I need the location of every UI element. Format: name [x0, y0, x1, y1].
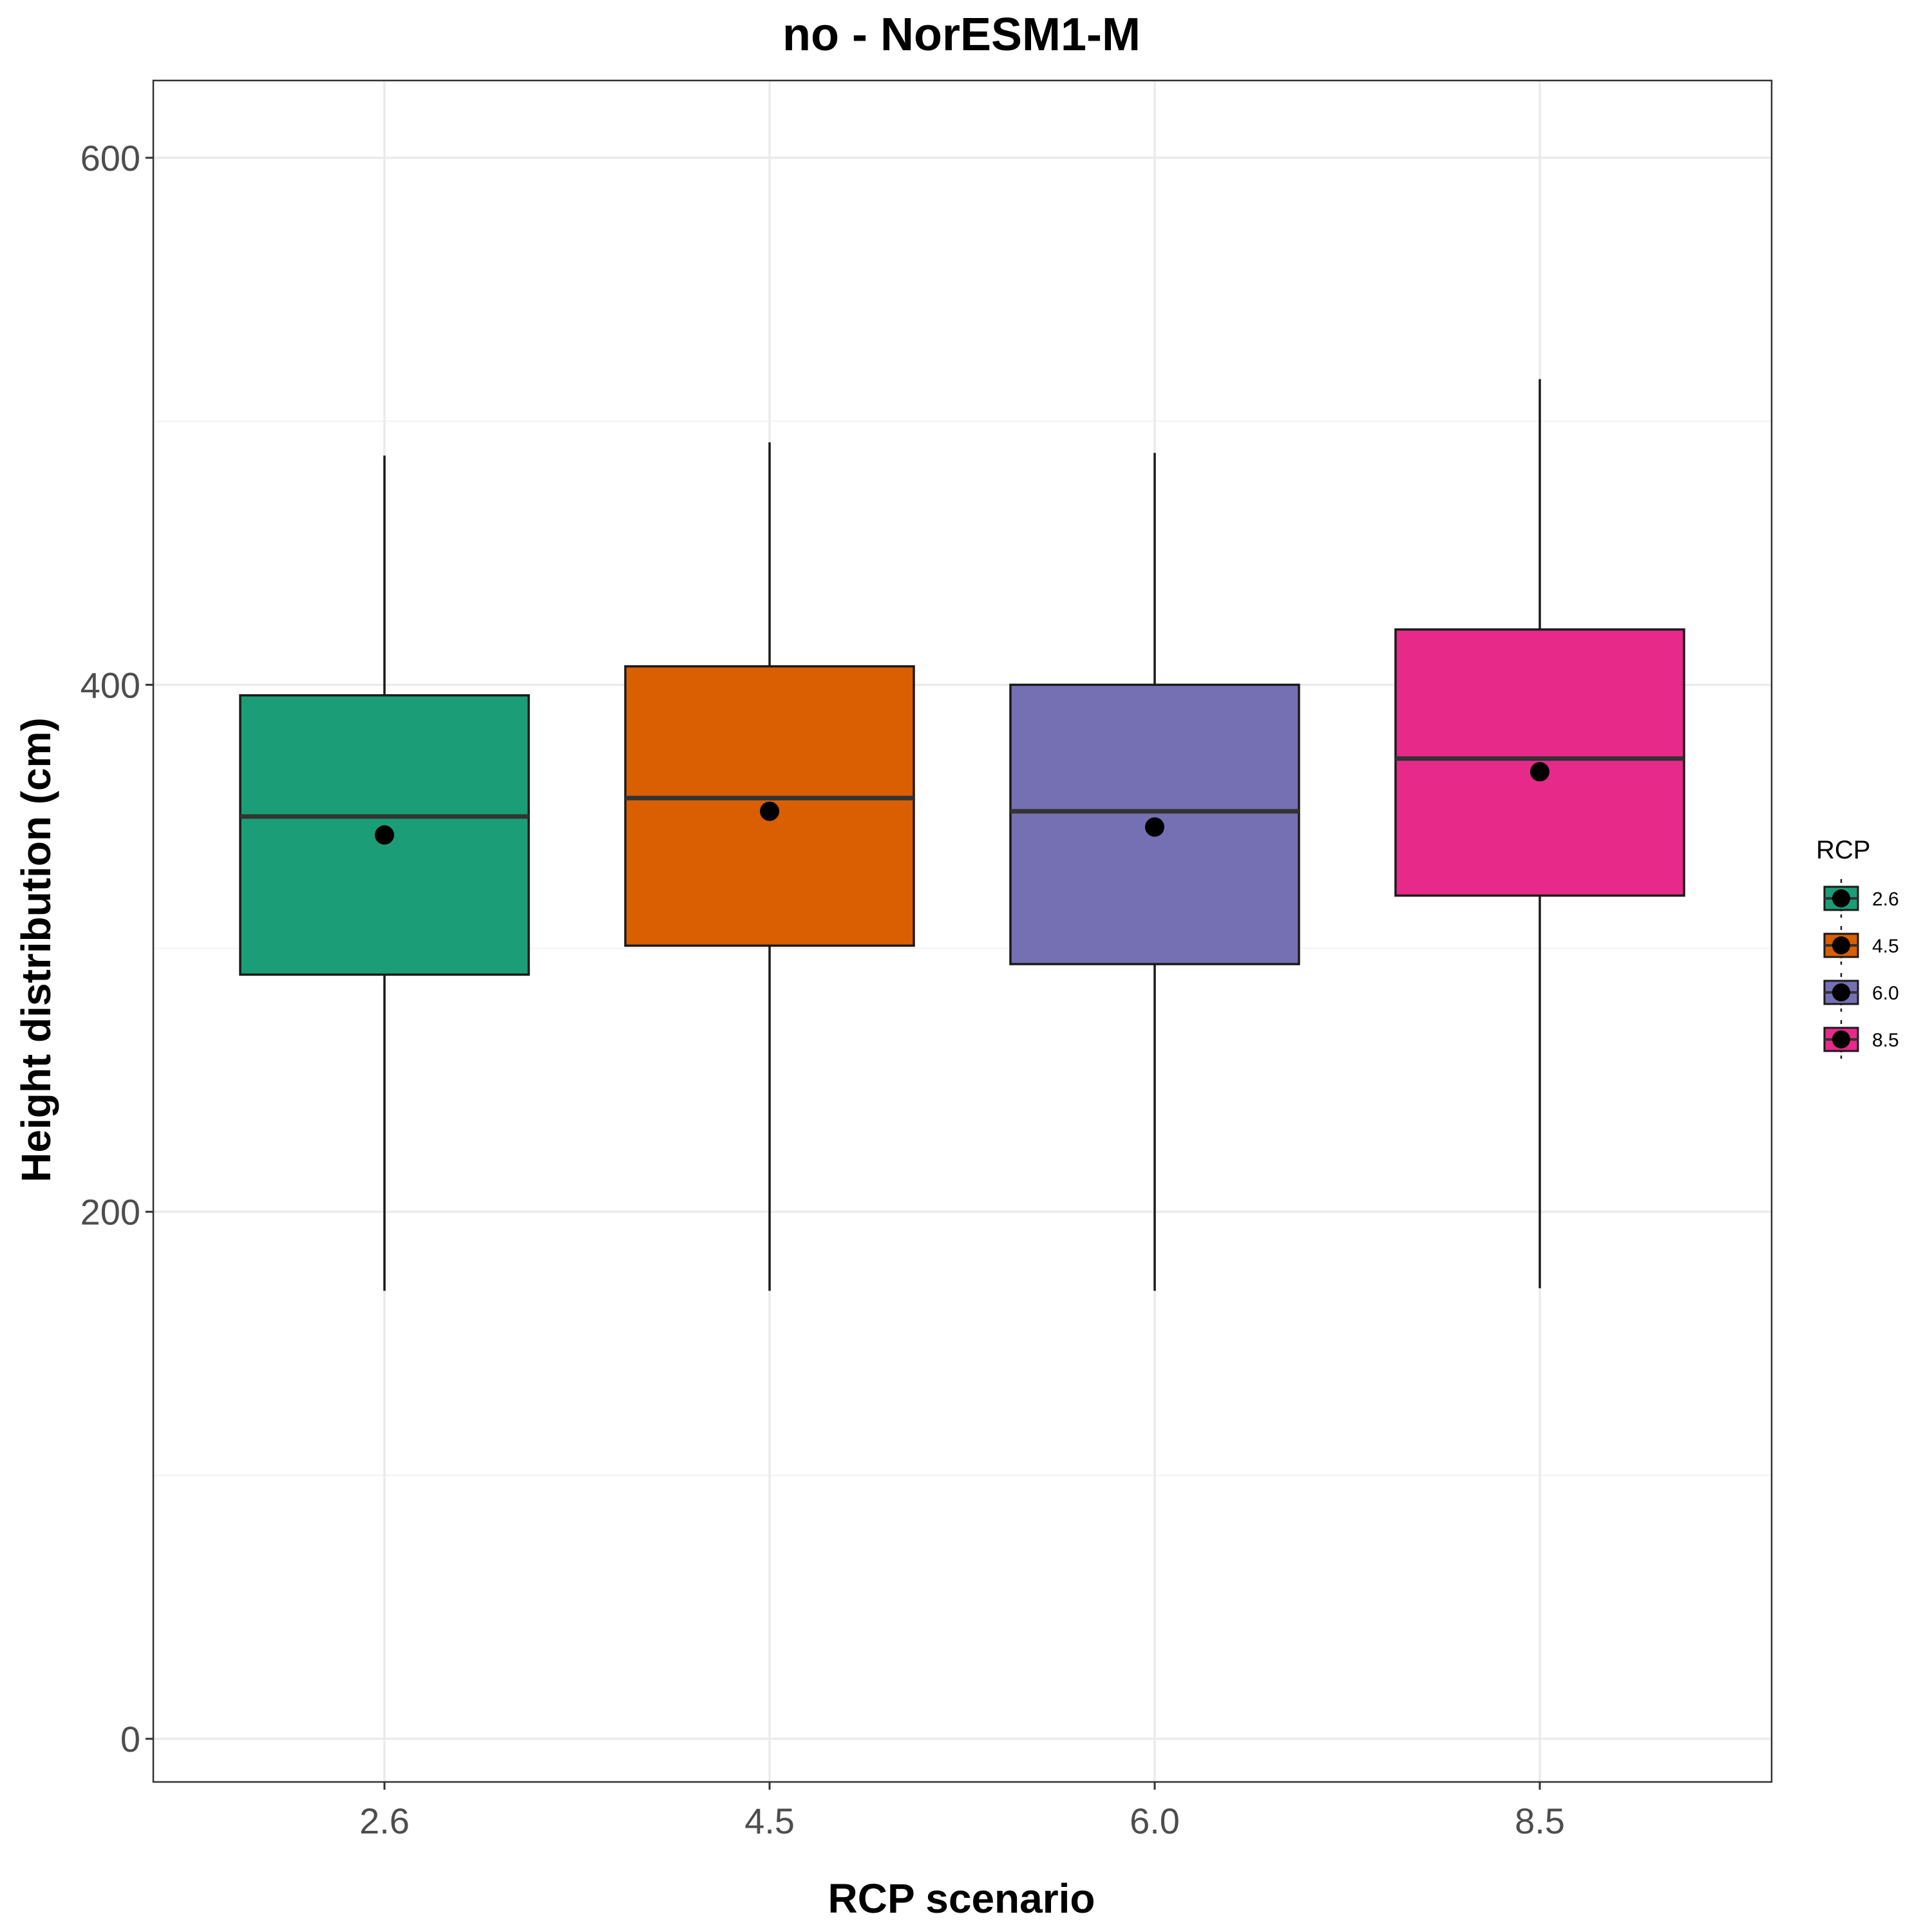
plot-panel: [152, 79, 1773, 1783]
x-axis: 2.6 4.5 6.0 8.5: [359, 1782, 1565, 1841]
legend-key-point: [1832, 1030, 1850, 1048]
legend-key-point: [1832, 983, 1850, 1001]
y-axis-title: Height distribution (cm): [13, 717, 59, 1182]
x-tick-label: 6.0: [1130, 1801, 1180, 1841]
x-tick-label: 4.5: [744, 1801, 795, 1841]
legend-label: 8.5: [1872, 1030, 1899, 1051]
legend-title: RCP: [1816, 836, 1870, 864]
y-tick-label: 400: [80, 665, 140, 705]
x-tick-label: 8.5: [1515, 1801, 1565, 1841]
x-axis-title: RCP scenario: [828, 1875, 1095, 1922]
legend-key-point: [1832, 889, 1850, 907]
legend-item-6.0: 6.0: [1823, 973, 1899, 1012]
legend: RCP 2.6 4.5 6.0 8.5: [1816, 836, 1899, 1059]
legend-item-2.6: 2.6: [1823, 879, 1899, 918]
mean-point: [1530, 762, 1549, 782]
y-tick-label: 0: [120, 1719, 140, 1759]
box-6.0: [1009, 453, 1300, 1291]
mean-point: [375, 825, 394, 845]
chart-title: no - NorESM1-M: [782, 9, 1141, 61]
legend-item-8.5: 8.5: [1823, 1020, 1899, 1059]
legend-label: 4.5: [1872, 936, 1899, 957]
y-tick-label: 600: [80, 138, 140, 178]
y-axis: 0 200 400 600: [80, 138, 153, 1759]
box-2.6: [239, 455, 530, 1291]
mean-point: [760, 801, 779, 821]
legend-item-4.5: 4.5: [1823, 926, 1899, 965]
box-4.5: [624, 442, 915, 1291]
mean-point: [1145, 817, 1164, 837]
legend-key-point: [1832, 936, 1850, 954]
box-8.5: [1394, 379, 1685, 1289]
y-tick-label: 200: [80, 1192, 140, 1233]
x-tick-label: 2.6: [359, 1801, 410, 1841]
legend-label: 6.0: [1872, 983, 1899, 1004]
legend-label: 2.6: [1872, 889, 1899, 910]
boxplot-boxes: [239, 379, 1685, 1291]
